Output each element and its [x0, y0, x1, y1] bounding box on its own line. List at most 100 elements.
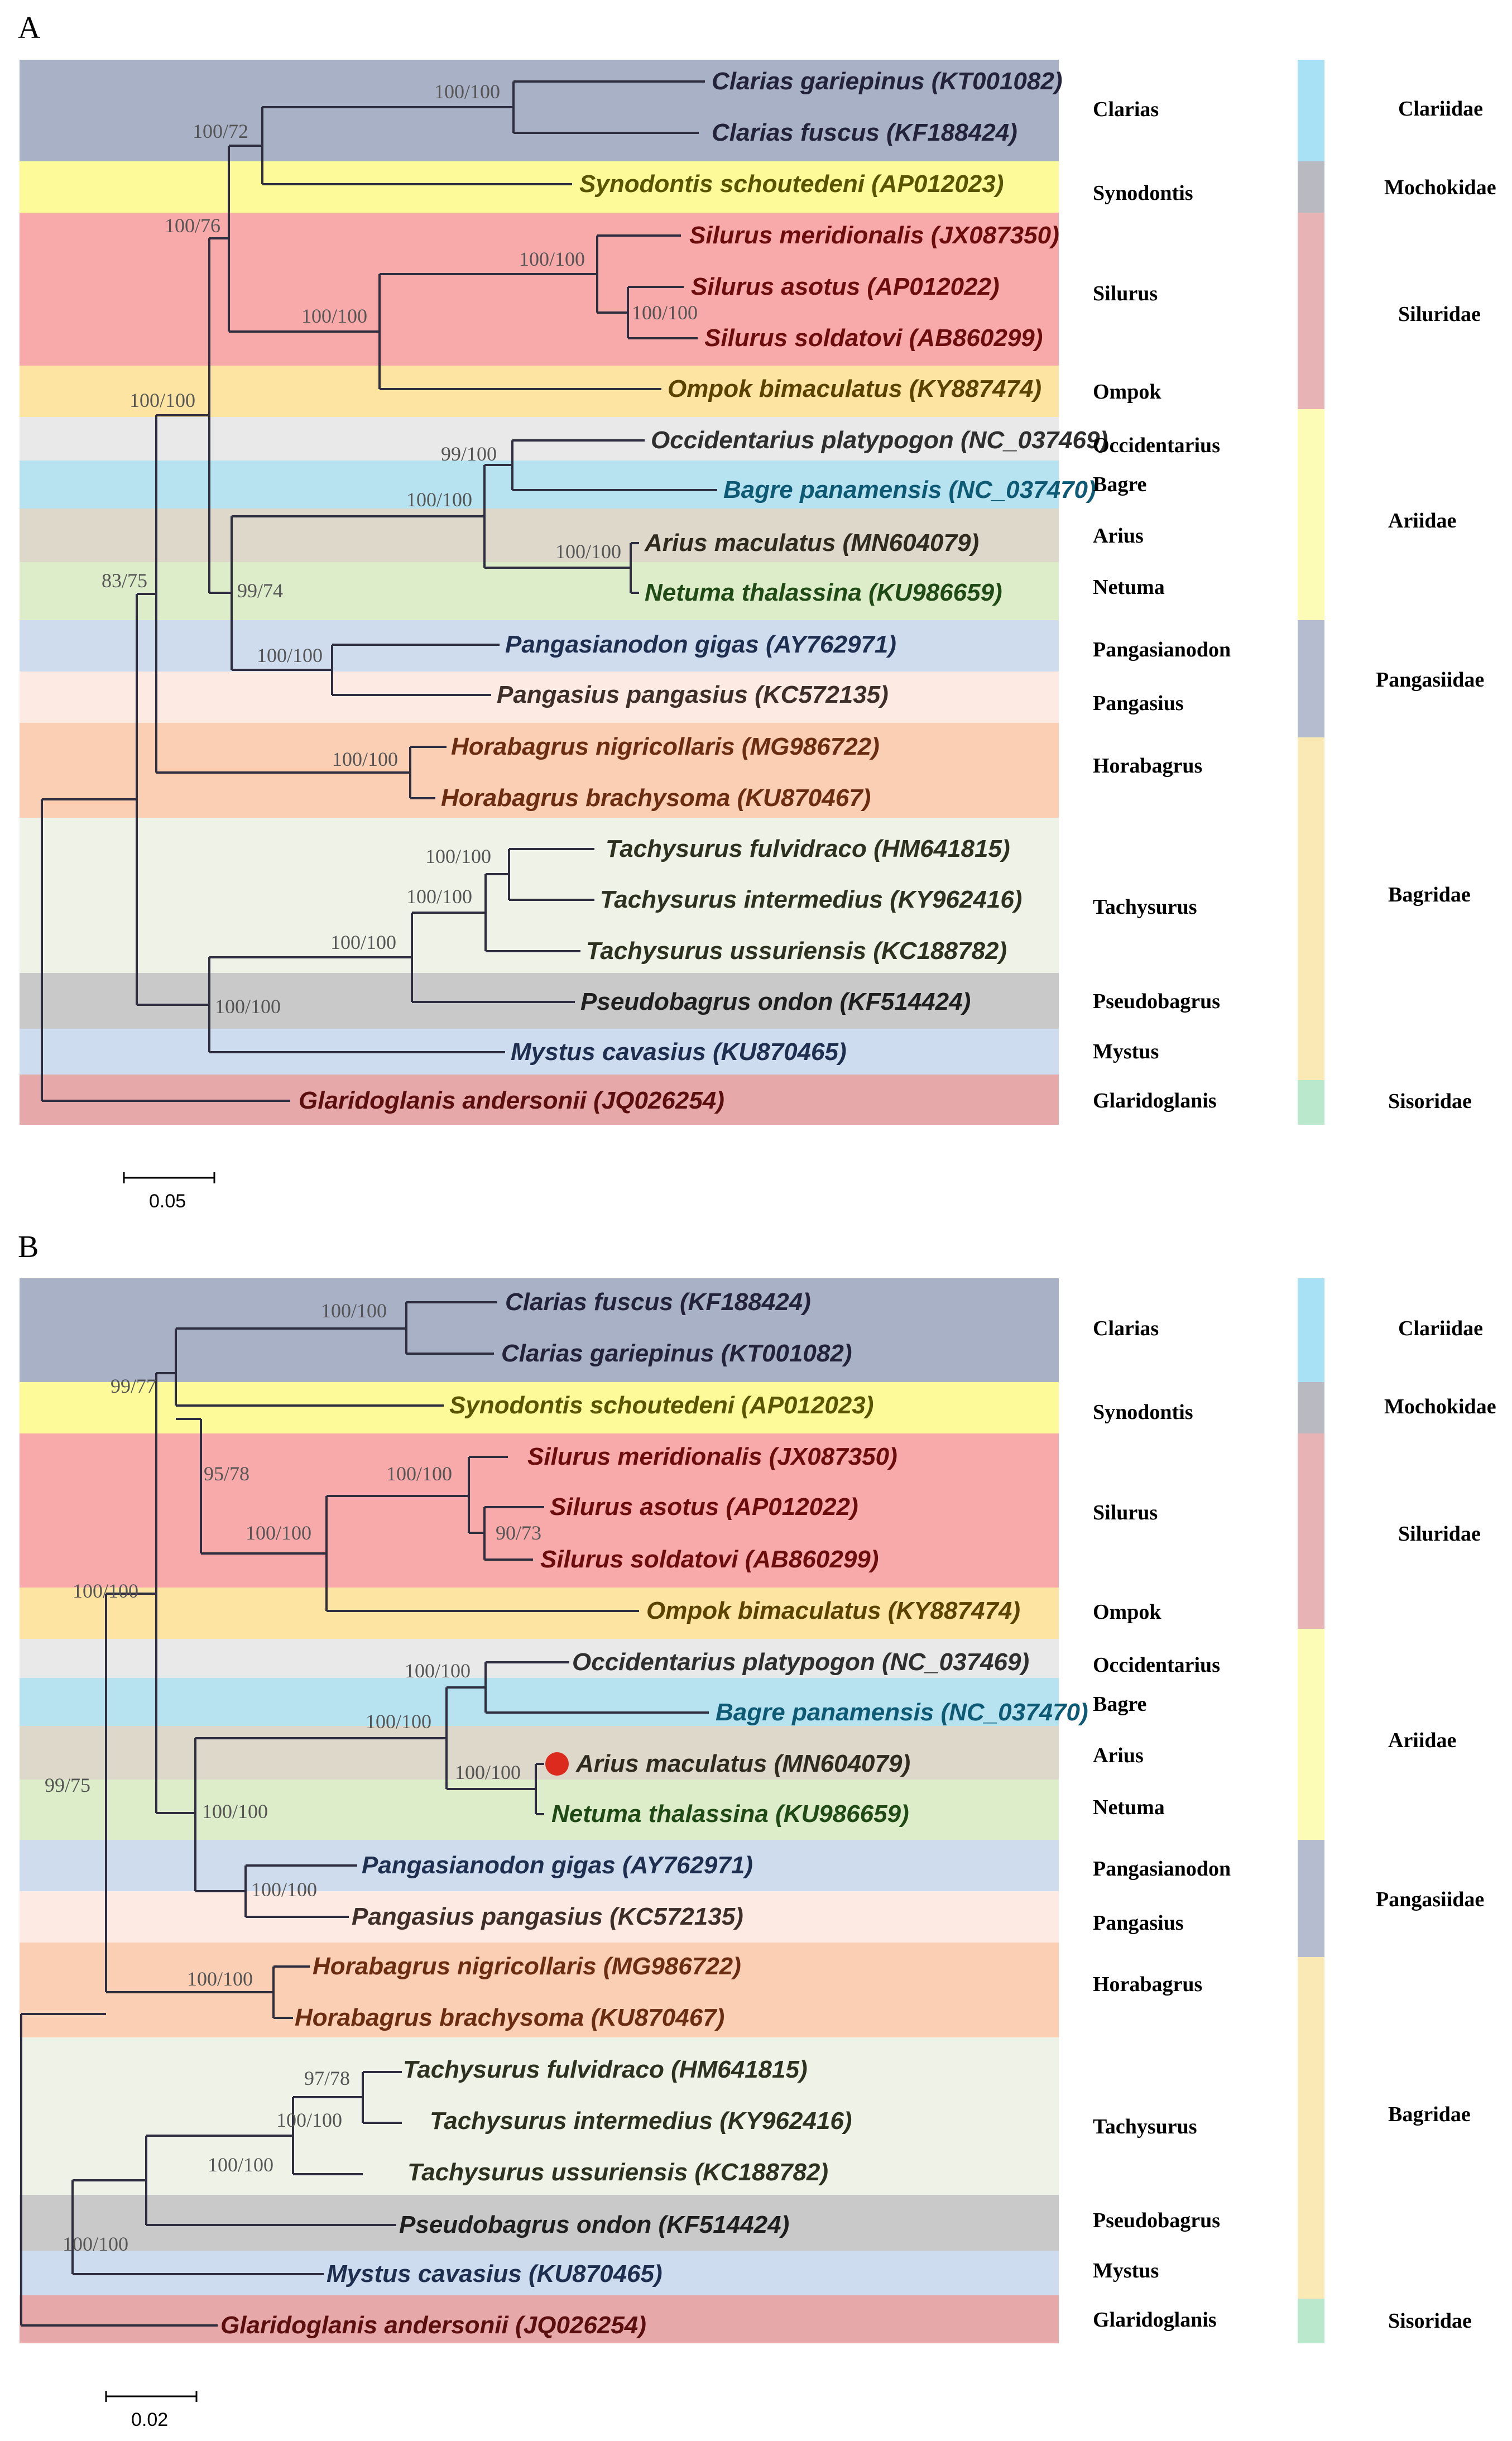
family-label: Siluridae — [1398, 1522, 1481, 1546]
branch — [20, 2013, 218, 2327]
tip-label: Netuma thalassina (KU986659) — [551, 1800, 909, 1828]
tip-label: Horabagrus brachysoma (KU870467) — [295, 2004, 724, 2031]
tip-label: Silurus meridionalis (JX087350) — [689, 222, 1059, 249]
support-value: 100/100 — [332, 748, 398, 770]
support-value: 90/73 — [496, 1522, 541, 1544]
family-bar-sisoridae — [1298, 1080, 1324, 1125]
genus-label: Tachysurus — [1093, 895, 1197, 919]
family-bar-pangasiidae — [1298, 620, 1324, 737]
scale-bar-label: 0.05 — [149, 1191, 186, 1212]
panel-a-tree — [41, 80, 717, 1102]
support-value: 100/76 — [165, 214, 220, 237]
support-value: 100/100 — [276, 2109, 342, 2131]
support-value: 100/100 — [246, 1522, 311, 1544]
support-value: 99/77 — [111, 1375, 156, 1397]
genus-label: Arius — [1093, 1744, 1144, 1767]
band-tachysurus — [20, 2037, 1059, 2195]
family-bar-siluridae — [1298, 1433, 1324, 1629]
family-bar-ariidae — [1298, 409, 1324, 620]
genus-label: Synodontis — [1093, 181, 1193, 205]
tip-label: Silurus asotus (AP012022) — [691, 273, 1000, 300]
panel-a-family-bar — [1298, 60, 1324, 1125]
tip-label: Arius maculatus (MN604079) — [644, 529, 979, 557]
tip-label: Tachysurus intermedius (KY962416) — [600, 886, 1022, 913]
support-value: 100/100 — [63, 2233, 128, 2255]
tip-label: Bagre panamensis (NC_037470) — [723, 476, 1096, 503]
support-value: 99/75 — [45, 1774, 90, 1796]
genus-label: Pseudobagrus — [1093, 990, 1220, 1013]
support-value: 100/100 — [406, 885, 472, 908]
genus-label: Silurus — [1093, 1501, 1158, 1524]
support-value: 100/100 — [434, 80, 500, 103]
tip-label: Bagre panamensis (NC_037470) — [716, 1699, 1088, 1726]
genus-label: Occidentarius — [1093, 1653, 1220, 1677]
support-value: 100/72 — [193, 120, 248, 142]
panel-b-tree — [20, 1301, 709, 2327]
branch — [175, 1327, 444, 1407]
support-value: 100/100 — [555, 540, 621, 563]
band-tachysurus — [20, 818, 1059, 973]
band-pangasius — [20, 1891, 1059, 1943]
family-label: Sisoridae — [1388, 1090, 1472, 1113]
band-netuma — [20, 1780, 1059, 1840]
tip-label: Silurus soldatovi (AB860299) — [704, 324, 1043, 352]
panel-b-tips: Clarias fuscus (KF188424) Clarias gariep… — [220, 1288, 1088, 2339]
family-bar-sisoridae — [1298, 2299, 1324, 2343]
genus-label: Ompok — [1093, 1600, 1161, 1624]
tip-label: Glaridoglanis andersonii (JQ026254) — [220, 2311, 646, 2339]
tip-label: Ompok bimaculatus (KY887474) — [646, 1597, 1020, 1624]
family-label: Pangasiidae — [1376, 668, 1484, 692]
tip-label: Clarias gariepinus (KT001082) — [501, 1340, 852, 1367]
tip-label: Tachysurus ussuriensis (KC188782) — [586, 937, 1007, 965]
family-label: Siluridae — [1398, 303, 1481, 326]
genus-label: Clarias — [1093, 98, 1159, 121]
family-label: Clariidae — [1398, 97, 1483, 121]
tip-label: Silurus meridionalis (JX087350) — [527, 1443, 897, 1470]
support-value: 100/100 — [202, 1800, 268, 1823]
tip-label: Glaridoglanis andersonii (JQ026254) — [299, 1087, 724, 1114]
family-label: Mochokidae — [1384, 1395, 1496, 1418]
family-bar-bagridae — [1298, 737, 1324, 1080]
family-bar-siluridae — [1298, 213, 1324, 409]
support-value: 95/78 — [204, 1462, 249, 1485]
support-value: 100/100 — [632, 301, 698, 324]
tip-label: Synodontis schoutedeni (AP012023) — [449, 1392, 873, 1419]
family-label: Sisoridae — [1388, 2309, 1472, 2333]
support-value: 100/100 — [406, 488, 472, 511]
band-pangasius — [20, 672, 1059, 723]
tip-label: Ompok bimaculatus (KY887474) — [668, 375, 1041, 402]
family-label: Ariidae — [1388, 509, 1456, 533]
support-value: 100/100 — [425, 845, 491, 867]
family-bar-bagridae — [1298, 1957, 1324, 2299]
panel-b-letter: B — [18, 1230, 39, 1264]
branch — [176, 1418, 327, 1555]
highlight-marker — [545, 1752, 569, 1776]
panel-b: B — [18, 1230, 1496, 2430]
genus-label: Ompok — [1093, 380, 1161, 404]
support-value: 100/100 — [386, 1462, 452, 1485]
genus-label: Pangasianodon — [1093, 1857, 1231, 1881]
tip-label: Netuma thalassina (KU986659) — [645, 579, 1002, 606]
tip-label: Occidentarius platypogon (NC_037469) — [651, 426, 1108, 454]
tip-label: Pangasius pangasius (KC572135) — [352, 1903, 743, 1930]
band-arius — [20, 509, 1059, 562]
band-arius — [20, 1726, 1059, 1780]
genus-label: Bagre — [1093, 1692, 1146, 1716]
tip-label: Tachysurus fulvidraco (HM641815) — [606, 835, 1010, 862]
genus-label: Pangasius — [1093, 692, 1184, 715]
support-value: 100/100 — [321, 1299, 387, 1322]
support-value: 100/100 — [330, 931, 396, 953]
branch — [41, 798, 290, 1102]
band-netuma — [20, 562, 1059, 620]
band-bagre — [20, 1678, 1059, 1726]
genus-label: Tachysurus — [1093, 2115, 1197, 2138]
family-label: Ariidae — [1388, 1729, 1456, 1752]
scale-bar-label: 0.02 — [131, 2409, 168, 2430]
support-value: 97/78 — [304, 2067, 350, 2089]
family-label: Bagridae — [1388, 2103, 1471, 2126]
support-value: 100/100 — [187, 1968, 253, 1990]
genus-label: Mystus — [1093, 2259, 1159, 2282]
branch — [71, 2179, 324, 2275]
tip-label: Horabagrus brachysoma (KU870467) — [441, 784, 871, 812]
panel-a: A — [18, 11, 1496, 1212]
